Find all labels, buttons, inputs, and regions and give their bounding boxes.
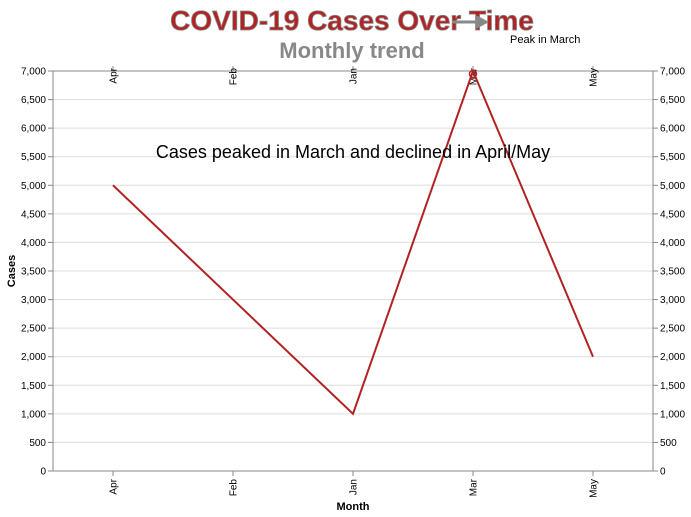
y-tick-label-right: 1,000	[660, 409, 685, 420]
data-series	[112, 68, 594, 416]
y-tick-label-right: 3,500	[660, 267, 685, 278]
chart-annotation-note: Cases peaked in March and declined in Ap…	[156, 142, 550, 162]
grid-lines	[53, 70, 653, 472]
y-tick-label-left: 5,000	[21, 181, 46, 192]
axes: 0 0 500 500 1,000 1,000 1,500 1,500 2,000 2,000 2,…	[21, 66, 685, 498]
y-tick-label-left: 3,500	[21, 267, 46, 278]
y-tick-label-left: 3,000	[21, 295, 46, 306]
y-tick-label-right: 5,500	[660, 152, 685, 163]
y-tick-label-right: 1,500	[660, 381, 685, 392]
y-tick-label-left: 0	[40, 467, 46, 478]
y-tick-label-left: 2,500	[21, 324, 46, 335]
y-tick-label-right: 3,000	[660, 295, 685, 306]
y-tick-label-left: 1,500	[21, 381, 46, 392]
peak-arrow	[452, 15, 489, 29]
chart-subtitle: Monthly trend	[279, 38, 424, 63]
x-tick-label-top: Mar	[469, 67, 480, 85]
y-tick-label-left: 7,000	[21, 67, 46, 78]
x-tick-label-top: May	[589, 68, 600, 87]
y-tick-label-left: 6,000	[21, 124, 46, 135]
y-tick-label-right: 7,000	[660, 67, 685, 78]
x-tick-label-bottom: Feb	[229, 479, 240, 497]
peak-annotation-label: Peak in March	[510, 34, 580, 46]
peak-marker	[468, 69, 478, 79]
y-tick-label-right: 5,000	[660, 181, 685, 192]
y-tick-label-left: 5,500	[21, 152, 46, 163]
x-axis-label: Month	[337, 501, 370, 513]
x-tick-label-top: Feb	[229, 68, 240, 86]
y-tick-label-left: 4,000	[21, 238, 46, 249]
x-tick-label-bottom: Jan	[349, 479, 360, 495]
y-tick-label-left: 1,000	[21, 409, 46, 420]
y-tick-label-right: 6,500	[660, 95, 685, 106]
y-axis-label: Cases	[6, 255, 18, 287]
y-tick-label-right: 2,000	[660, 352, 685, 363]
y-tick-label-right: 500	[660, 438, 677, 449]
y-tick-label-right: 2,500	[660, 324, 685, 335]
x-tick-label-bottom: Apr	[109, 478, 120, 494]
y-tick-label-left: 2,000	[21, 352, 46, 363]
y-tick-label-right: 6,000	[660, 124, 685, 135]
y-tick-label-left: 500	[29, 438, 46, 449]
series-line	[112, 68, 594, 416]
y-tick-label-right: 0	[660, 467, 666, 478]
x-tick-label-top: Apr	[109, 67, 120, 83]
x-tick-label-bottom: May	[589, 479, 600, 498]
x-tick-label-bottom: Mar	[469, 478, 480, 496]
x-tick-label-top: Jan	[349, 68, 360, 84]
y-tick-label-left: 6,500	[21, 95, 46, 106]
y-tick-label-left: 4,500	[21, 209, 46, 220]
y-tick-label-right: 4,000	[660, 238, 685, 249]
y-tick-label-right: 4,500	[660, 209, 685, 220]
